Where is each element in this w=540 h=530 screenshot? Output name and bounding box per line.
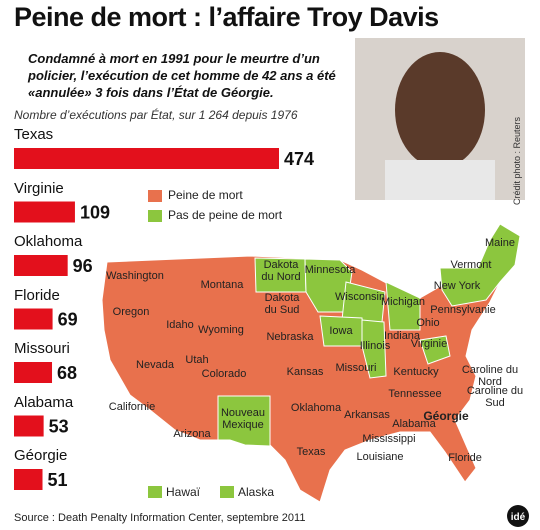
legend-label: Peine de mort <box>168 188 243 202</box>
state-label: Alabama <box>392 418 436 430</box>
state-label: Nebraska <box>266 331 314 343</box>
category-label: Missouri <box>14 340 70 357</box>
bar <box>14 362 53 383</box>
bar <box>14 469 43 490</box>
state-label: Washington <box>106 270 164 282</box>
state-label: Vermont <box>450 259 492 271</box>
value-label: 53 <box>49 417 69 437</box>
title: Peine de mort : l’affaire Troy Davis <box>14 2 439 32</box>
bar <box>14 255 68 276</box>
legend-swatch <box>148 190 162 202</box>
logo: idé <box>511 512 526 523</box>
inset-alaska <box>220 486 234 498</box>
bar <box>14 415 44 437</box>
photo-face <box>395 52 485 168</box>
state-label: Mississippi <box>362 433 416 445</box>
source: Source : Death Penalty Information Cente… <box>14 512 306 524</box>
state-label: Oklahoma <box>290 402 342 414</box>
state-label: Virginie <box>410 338 448 350</box>
category-label: Virginie <box>14 179 64 197</box>
inset-hawaii <box>148 486 162 498</box>
state-label: Minnesota <box>304 264 356 276</box>
state-label: Montana <box>200 279 244 291</box>
bar <box>14 308 53 330</box>
category-label: Alabama <box>14 393 74 411</box>
value-label: 109 <box>80 203 110 223</box>
state-label: Kentucky <box>393 366 439 378</box>
intro: Condamné à mort en 1991 pour le meurtre … <box>28 51 336 100</box>
value-label: 68 <box>57 363 77 383</box>
chart-caption: Nombre d’exécutions par État, sur 1 264 … <box>14 108 298 122</box>
state-label: Louisiane <box>356 451 404 463</box>
value-label: 51 <box>48 470 68 490</box>
state-label: Texas <box>296 446 326 458</box>
state-label: Caroline du Sud <box>466 385 524 409</box>
state-label: Ohio <box>416 317 440 329</box>
bar <box>14 148 279 169</box>
state-label: Colorado <box>201 368 247 380</box>
inset-label: Alaska <box>238 485 275 499</box>
state-label: Tennessee <box>388 388 442 400</box>
state-label: Indiana <box>383 330 421 342</box>
state-label: Oregon <box>112 306 150 318</box>
state-label: Kansas <box>286 366 324 378</box>
value-label: 96 <box>73 256 93 276</box>
state-label: New York <box>433 280 481 292</box>
legend-label: Pas de peine de mort <box>168 208 283 222</box>
inset-label: Hawaï <box>166 485 201 499</box>
state-label: Arizona <box>173 428 211 440</box>
state-label: Géorgie <box>423 409 469 423</box>
state-label: Arkansas <box>344 409 390 421</box>
abolition-states <box>217 223 521 447</box>
category-label: Oklahoma <box>14 233 83 250</box>
state-label: Pennsylvanie <box>430 304 496 316</box>
state-label: Nouveau Mexique <box>220 407 266 431</box>
state-label: Wisconsin <box>335 291 386 303</box>
state-label: Michigan <box>380 296 426 308</box>
state-label: Utah <box>185 354 209 366</box>
state-label: Illinois <box>359 340 391 352</box>
state-label: Dakota du Sud <box>264 292 300 316</box>
value-label: 474 <box>284 149 314 169</box>
photo-shirt <box>385 160 495 200</box>
bar <box>14 201 75 223</box>
state-label: Dakota du Nord <box>261 259 301 283</box>
category-label: Texas <box>14 126 54 143</box>
state-label: Missouri <box>335 362 377 374</box>
state-label: Iowa <box>329 325 353 337</box>
state-label: Floride <box>448 452 482 464</box>
state-label: Idaho <box>166 319 194 331</box>
state-label: Nevada <box>136 359 174 371</box>
value-label: 69 <box>58 310 78 330</box>
photo-credit: Crédit photo : Reuters <box>512 116 522 205</box>
state-label: Caroline du Nord <box>461 364 519 388</box>
category-label: Floride <box>14 286 60 304</box>
legend-swatch <box>148 210 162 222</box>
logo-badge <box>507 505 529 527</box>
state-label: Maine <box>485 237 515 249</box>
state-label: Californie <box>108 401 156 413</box>
state-label: Wyoming <box>198 324 244 336</box>
category-label: Géorgie <box>14 447 68 464</box>
